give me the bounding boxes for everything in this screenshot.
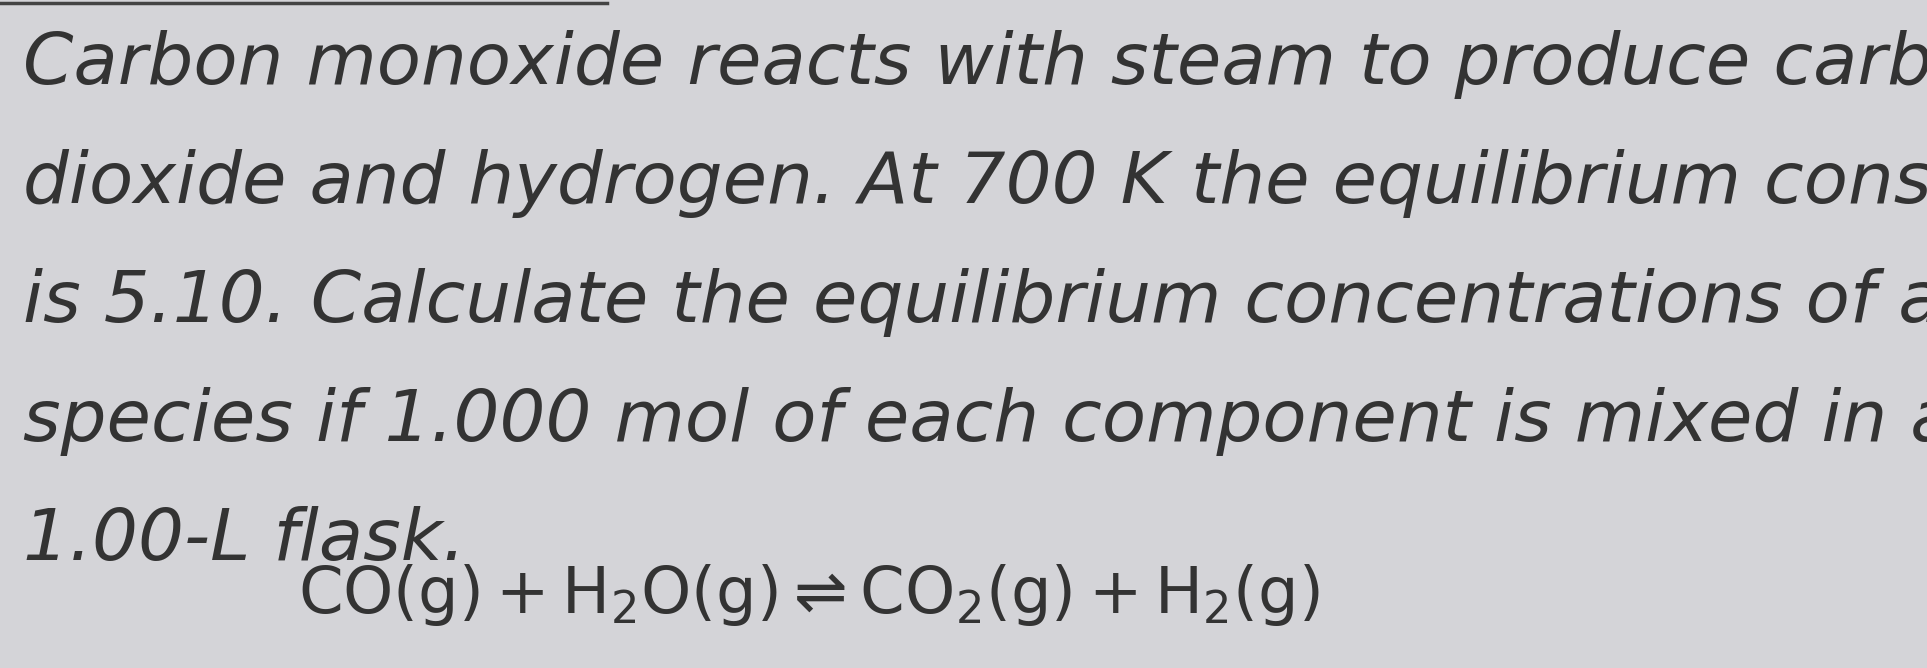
Text: 1.00-L flask.: 1.00-L flask. bbox=[23, 506, 466, 574]
Text: dioxide and hydrogen. At 700 K the equilibrium constant: dioxide and hydrogen. At 700 K the equil… bbox=[23, 149, 1927, 218]
Text: is 5.10. Calculate the equilibrium concentrations of all: is 5.10. Calculate the equilibrium conce… bbox=[23, 268, 1927, 337]
Text: species if 1.000 mol of each component is mixed in a: species if 1.000 mol of each component i… bbox=[23, 387, 1927, 456]
Text: Carbon monoxide reacts with steam to produce carbon: Carbon monoxide reacts with steam to pro… bbox=[23, 30, 1927, 99]
Text: $\mathrm{CO(g) + H_2O(g) \rightleftharpoons CO_2(g) + H_2(g)}$: $\mathrm{CO(g) + H_2O(g) \rightleftharpo… bbox=[299, 562, 1320, 628]
